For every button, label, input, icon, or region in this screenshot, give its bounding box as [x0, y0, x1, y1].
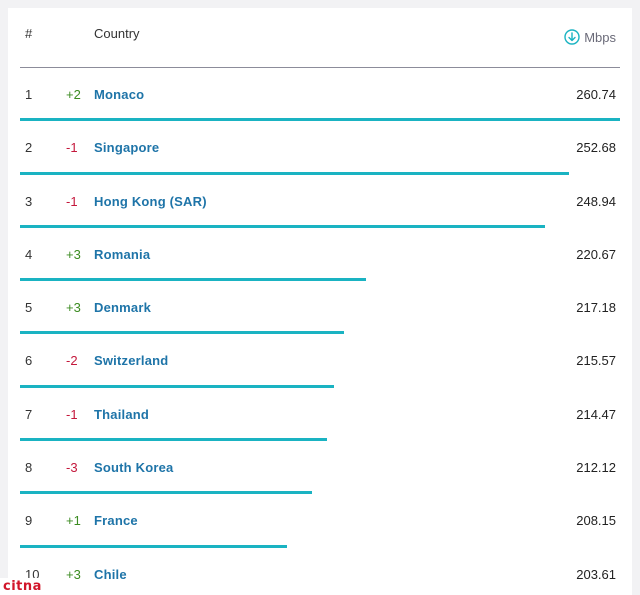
- table-row: 2 -1 Singapore 252.68: [20, 121, 620, 175]
- download-arrow-icon: [564, 29, 580, 45]
- country-link[interactable]: South Korea: [94, 460, 174, 476]
- rank-number: 8: [25, 460, 33, 476]
- table-row: 1 +2 Monaco 260.74: [20, 68, 620, 122]
- mbps-label: Mbps: [584, 29, 616, 45]
- rank-number: 9: [25, 513, 33, 529]
- country-link[interactable]: Switzerland: [94, 353, 169, 369]
- speed-value: 203.61: [576, 566, 616, 582]
- speed-value: 217.18: [576, 300, 616, 316]
- speed-value: 212.12: [576, 460, 616, 476]
- speed-bar: [20, 491, 313, 495]
- rank-number: 2: [25, 140, 33, 156]
- country-link[interactable]: Romania: [94, 246, 151, 262]
- rank-number: 7: [25, 406, 33, 422]
- country-link[interactable]: Monaco: [94, 87, 145, 102]
- speed-value: 220.67: [576, 246, 616, 262]
- table-row: 4 +3 Romania 220.67: [20, 228, 620, 282]
- table-row: 7 -1 Thailand 214.47: [20, 388, 620, 442]
- rank-change: -1: [66, 140, 78, 156]
- country-link[interactable]: Thailand: [94, 406, 150, 422]
- rank-change: -1: [66, 406, 78, 422]
- country-link[interactable]: France: [94, 513, 138, 529]
- table-row: 8 -3 South Korea 212.12: [20, 441, 620, 495]
- rank-number: 4: [25, 246, 33, 262]
- speed-bar: [20, 438, 328, 442]
- speed-value: 215.57: [576, 353, 616, 369]
- rank-number: 5: [25, 300, 33, 316]
- speed-bar: [20, 278, 367, 282]
- rank-change: -3: [66, 460, 78, 476]
- table-row: 6 -2 Switzerland 215.57: [20, 334, 620, 388]
- speed-bar: [20, 224, 546, 228]
- speed-bar: [20, 331, 345, 335]
- speed-bar: [20, 171, 569, 175]
- speed-value: 248.94: [576, 193, 616, 209]
- ranking-list: 1 +2 Monaco 260.74 2 -1 Singapore 252.68 3 -1 Hong…: [20, 68, 620, 595]
- table-header: # Country Mbps: [20, 8, 620, 68]
- speed-value: 252.68: [576, 140, 616, 156]
- table-row: 10 +3 Chile 203.61: [20, 548, 620, 595]
- table-row: 5 +3 Denmark 217.18: [20, 281, 620, 335]
- speed-value: 208.15: [576, 513, 616, 529]
- watermark-logo: citna: [0, 578, 45, 595]
- speed-value: 260.74: [576, 87, 616, 102]
- rank-change: +2: [66, 87, 81, 102]
- country-link[interactable]: Hong Kong (SAR): [94, 193, 207, 209]
- rank-number: 3: [25, 193, 33, 209]
- table-row: 3 -1 Hong Kong (SAR) 248.94: [20, 175, 620, 228]
- speed-bar: [20, 384, 335, 388]
- rank-number: 10: [25, 566, 40, 582]
- speed-bar: [20, 544, 288, 548]
- rank-change: -2: [66, 353, 78, 369]
- mbps-column-header[interactable]: Mbps: [564, 29, 616, 45]
- rank-number: 1: [25, 87, 33, 102]
- country-link[interactable]: Denmark: [94, 300, 152, 316]
- country-column-header[interactable]: Country: [94, 26, 140, 41]
- speed-bar: [20, 118, 620, 122]
- rank-change: +3: [66, 566, 81, 582]
- rank-change: +1: [66, 513, 81, 529]
- country-link[interactable]: Singapore: [94, 140, 160, 156]
- rank-change: +3: [66, 300, 81, 316]
- speed-ranking-panel: # Country Mbps 1 +2 Monaco 260.74 2 -1 Singapo…: [8, 8, 632, 595]
- rank-number: 6: [25, 353, 33, 369]
- rank-change: +3: [66, 246, 81, 262]
- rank-column-header: #: [25, 26, 33, 41]
- speed-value: 214.47: [576, 406, 616, 422]
- table-row: 9 +1 France 208.15: [20, 494, 620, 548]
- country-link[interactable]: Chile: [94, 566, 127, 582]
- rank-change: -1: [66, 193, 78, 209]
